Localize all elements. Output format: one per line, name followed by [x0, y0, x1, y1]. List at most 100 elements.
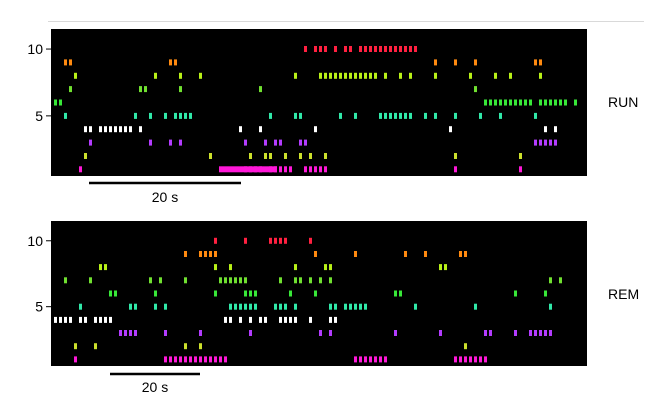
spike-row8-17 — [384, 72, 387, 79]
spike-row1-6 — [189, 356, 192, 363]
spike-row1-14 — [319, 166, 322, 173]
spike-row10-10 — [374, 46, 377, 52]
spike-row4-6 — [119, 126, 122, 133]
spike-row1-24 — [469, 356, 472, 363]
spike-row4-15 — [264, 316, 267, 323]
spike-row1-20 — [384, 356, 387, 363]
spike-row4-17 — [284, 316, 287, 323]
spike-row2-3 — [199, 343, 202, 350]
spike-row3-9 — [304, 139, 307, 146]
spike-row4-14 — [544, 126, 547, 133]
spike-row6-1 — [59, 99, 62, 106]
spike-row5-12 — [354, 112, 357, 119]
spike-row9-4 — [434, 59, 437, 66]
spike-row10-7 — [359, 46, 362, 52]
spike-row1-10 — [209, 356, 212, 363]
spike-row7-5 — [219, 277, 222, 284]
spike-row3-0 — [119, 330, 122, 336]
spike-row6-5 — [249, 290, 252, 297]
spike-row5-17 — [344, 303, 347, 310]
spike-row4-14 — [259, 316, 262, 323]
raster-panel-run: 10 5 RUN 20 s — [27, 29, 638, 205]
spike-row4-2 — [99, 126, 102, 133]
spike-row8-20 — [434, 72, 437, 79]
spike-row10-1 — [244, 237, 247, 244]
spike-row1-8 — [279, 166, 282, 173]
spike-row7-1 — [89, 277, 92, 284]
panel-label: REM — [608, 286, 639, 302]
spike-row8-23 — [509, 72, 512, 79]
spike-row8-24 — [539, 72, 542, 79]
spike-row2-7 — [309, 153, 312, 159]
spike-row5-9 — [294, 112, 297, 119]
spike-row2-0 — [74, 343, 77, 350]
spike-row1-0 — [79, 166, 82, 173]
spike-row4-6 — [94, 316, 97, 323]
spike-row5-18 — [349, 303, 352, 310]
spike-row10-2 — [269, 237, 272, 244]
spike-row10-18 — [414, 46, 417, 52]
spike-row3-12 — [489, 330, 492, 336]
spike-row5-13 — [284, 303, 287, 310]
spike-row10-9 — [369, 46, 372, 52]
spike-row6-3 — [489, 99, 492, 106]
spike-row4-4 — [79, 316, 82, 323]
spike-row7-2 — [149, 277, 152, 284]
spike-row10-4 — [334, 46, 337, 52]
spike-row4-9 — [109, 316, 112, 323]
spike-row4-19 — [294, 316, 297, 323]
spike-row5-16 — [394, 112, 397, 119]
spike-row9-3 — [209, 251, 212, 257]
spike-row8-19 — [409, 72, 412, 79]
spike-row7-3 — [179, 86, 182, 93]
spike-row2-5 — [284, 153, 287, 159]
spike-row5-4 — [174, 112, 177, 119]
spike-row1-4 — [179, 356, 182, 363]
spike-row5-24 — [499, 112, 502, 119]
spike-row9-8 — [539, 59, 542, 66]
spike-row4-3 — [69, 316, 72, 323]
spike-row7-0 — [69, 86, 72, 93]
spike-row7-4 — [184, 277, 187, 284]
spike-row10-17 — [409, 46, 412, 52]
spike-row9-9 — [459, 251, 462, 257]
spike-row7-7 — [229, 277, 232, 284]
spike-row3-7 — [279, 139, 282, 146]
spike-row7-17 — [549, 277, 552, 284]
spike-row4-20 — [309, 316, 312, 323]
spike-row6-12 — [544, 290, 547, 297]
spike-row5-20 — [359, 303, 362, 310]
spike-row3-18 — [549, 330, 552, 336]
spike-row6-18 — [574, 99, 577, 106]
top-rule — [48, 21, 644, 22]
spike-row10-3 — [324, 46, 327, 52]
spike-row8-18 — [399, 72, 402, 79]
spike-row1-12 — [309, 166, 312, 173]
spike-row1-10 — [289, 166, 292, 173]
spike-row4-22 — [334, 316, 337, 323]
spike-row10-11 — [379, 46, 382, 52]
spike-row4-16 — [279, 316, 282, 323]
spike-row6-7 — [509, 99, 512, 106]
spike-row8-3 — [229, 264, 232, 271]
spike-row1-7 — [274, 166, 277, 173]
spike-row1-9 — [204, 356, 207, 363]
spike-row4-12 — [314, 126, 317, 133]
spike-row6-9 — [519, 99, 522, 106]
spike-row4-13 — [449, 126, 452, 133]
spike-row5-1 — [134, 112, 137, 119]
spike-row5-2 — [134, 303, 137, 310]
spike-row1-3 — [249, 166, 252, 173]
spike-row3-3 — [179, 139, 182, 146]
spike-row8-3 — [199, 72, 202, 79]
spike-row1-15 — [359, 356, 362, 363]
spike-row8-11 — [349, 72, 352, 79]
spike-row6-8 — [514, 99, 517, 106]
spike-row8-6 — [324, 72, 327, 79]
spike-row7-4 — [259, 86, 262, 93]
spike-row5-10 — [254, 303, 257, 310]
spike-row10-16 — [404, 46, 407, 52]
spike-row7-13 — [299, 277, 302, 284]
spike-row6-15 — [554, 99, 557, 106]
